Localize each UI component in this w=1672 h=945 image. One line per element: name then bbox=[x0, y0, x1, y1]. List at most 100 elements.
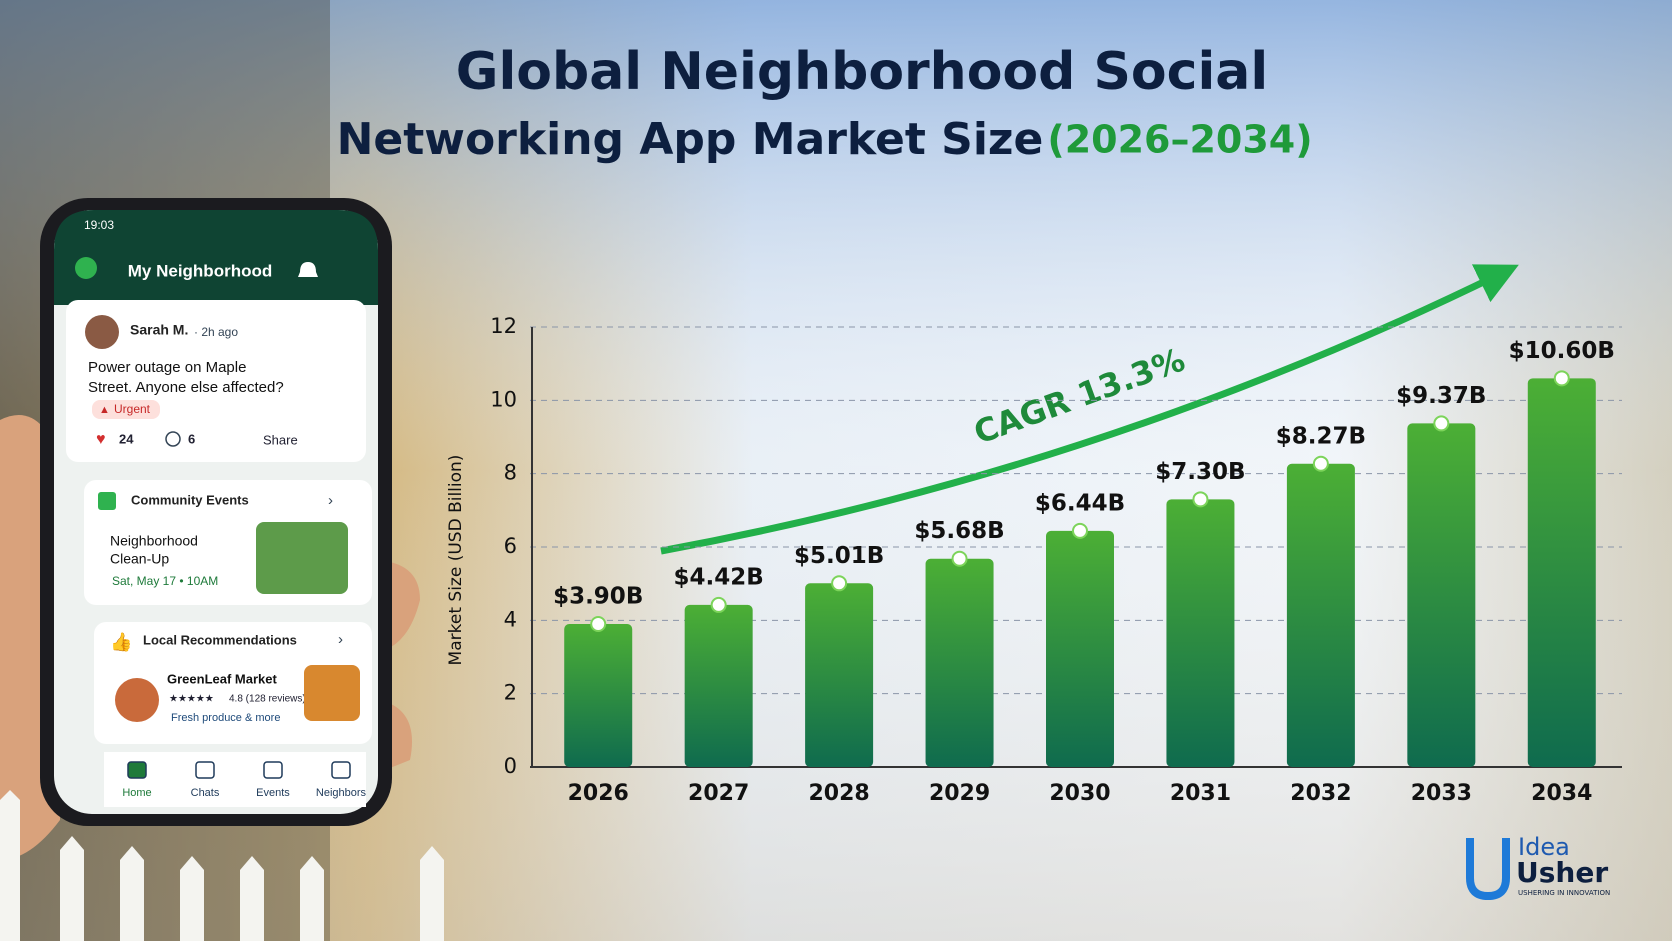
warning-icon: ▲ bbox=[99, 404, 110, 416]
bar bbox=[1286, 463, 1355, 767]
y-tick-label: 4 bbox=[504, 607, 517, 631]
phone-header bbox=[54, 210, 378, 305]
post-text: Power outage on Maple bbox=[88, 359, 246, 376]
nav-icon bbox=[331, 761, 351, 779]
x-tick-label: 2030 bbox=[1049, 781, 1110, 806]
bar bbox=[925, 558, 994, 767]
nav-icon bbox=[127, 761, 147, 779]
status-time: 19:03 bbox=[84, 218, 114, 232]
y-tick-label: 0 bbox=[504, 754, 517, 778]
thumb-icon: 👍 bbox=[110, 631, 132, 652]
value-label: $7.30B bbox=[1155, 459, 1245, 485]
logo-mark bbox=[1466, 838, 1510, 901]
y-tick-label: 6 bbox=[504, 534, 517, 558]
x-tick-label: 2029 bbox=[929, 781, 990, 806]
recs-card bbox=[94, 622, 372, 744]
recs-title[interactable]: Local Recommendations bbox=[143, 632, 297, 647]
y-axis-title: Market Size (USD Billion) bbox=[446, 455, 466, 666]
event-name: Neighborhood bbox=[110, 533, 198, 549]
value-label: $10.60B bbox=[1509, 338, 1615, 364]
nav-icon bbox=[195, 761, 215, 779]
bar bbox=[1527, 378, 1596, 767]
event-photo bbox=[256, 522, 348, 594]
post-author: Sarah M. bbox=[130, 322, 188, 338]
x-tick-label: 2032 bbox=[1290, 781, 1351, 806]
avatar bbox=[85, 315, 119, 349]
x-tick-label: 2026 bbox=[568, 781, 629, 806]
bar-dot bbox=[1312, 455, 1329, 472]
heart-icon: ♥ bbox=[96, 431, 106, 448]
y-tick-label: 2 bbox=[504, 681, 517, 705]
bar-dot bbox=[831, 575, 848, 592]
comments[interactable]: 6 bbox=[188, 431, 195, 446]
x-tick-label: 2028 bbox=[808, 781, 869, 806]
bar-dot bbox=[590, 616, 607, 632]
logo-text: Idea bbox=[1518, 833, 1570, 861]
title-period: (2026–2034) bbox=[1047, 118, 1312, 162]
nav-label[interactable]: Home bbox=[122, 787, 151, 799]
value-label: $3.90B bbox=[553, 584, 643, 610]
urgent-tag bbox=[92, 400, 160, 419]
bar bbox=[684, 604, 753, 767]
logo: Idea Usher USHERING IN INNOVATION bbox=[1466, 833, 1610, 901]
x-tick-label: 2034 bbox=[1531, 781, 1592, 806]
value-label: $5.01B bbox=[794, 543, 884, 569]
cagr-arrow bbox=[660, 264, 1519, 555]
bar-dot bbox=[710, 596, 727, 613]
logo-text: Usher bbox=[1516, 856, 1608, 889]
bar-dot bbox=[1072, 522, 1088, 539]
event-name: Clean-Up bbox=[110, 551, 169, 567]
rating: 4.8 (128 reviews) bbox=[229, 694, 306, 705]
value-label: $8.27B bbox=[1276, 423, 1366, 449]
x-tick-label: 2033 bbox=[1411, 781, 1472, 806]
share[interactable]: Share bbox=[263, 432, 298, 447]
bar bbox=[1166, 499, 1235, 767]
nav-label[interactable]: Neighbors bbox=[316, 787, 367, 799]
pin-icon bbox=[75, 257, 97, 279]
y-tick-label: 8 bbox=[504, 461, 517, 485]
y-tick-label: 10 bbox=[490, 387, 517, 411]
comment-icon bbox=[165, 431, 181, 447]
y-tick-label: 12 bbox=[490, 314, 517, 338]
market-desc: Fresh produce & more bbox=[171, 712, 280, 724]
phone-title: My Neighborhood bbox=[128, 261, 272, 280]
market-avatar bbox=[115, 678, 159, 722]
nav-bar bbox=[104, 752, 366, 807]
chevron: › bbox=[328, 492, 333, 509]
value-label: $6.44B bbox=[1035, 490, 1125, 516]
bar bbox=[1046, 530, 1114, 767]
title: Networking App Market Size bbox=[337, 114, 1044, 165]
bell-icon bbox=[298, 262, 318, 277]
market-name: GreenLeaf Market bbox=[167, 671, 277, 686]
urgent-text: Urgent bbox=[114, 402, 151, 416]
nav-label[interactable]: Events bbox=[256, 787, 290, 799]
post-card bbox=[66, 300, 366, 462]
value-label: $5.68B bbox=[914, 518, 1004, 544]
value-label: $9.37B bbox=[1396, 383, 1486, 409]
bar-dot bbox=[1553, 370, 1570, 387]
bar-dot bbox=[1433, 415, 1450, 432]
likes[interactable]: 24 bbox=[119, 431, 134, 446]
logo-tagline: USHERING IN INNOVATION bbox=[1518, 889, 1610, 897]
bar-dot bbox=[951, 550, 968, 567]
market-photo bbox=[304, 665, 360, 721]
bar bbox=[1407, 423, 1476, 767]
bar bbox=[805, 583, 874, 767]
x-tick-label: 2027 bbox=[688, 781, 749, 806]
nav-label[interactable]: Chats bbox=[191, 787, 220, 799]
post-text: Street. Anyone else affected? bbox=[88, 379, 284, 396]
x-tick-label: 2031 bbox=[1170, 781, 1231, 806]
bar bbox=[564, 624, 633, 767]
title: Global Neighborhood Social bbox=[456, 42, 1268, 102]
phone: 19:03 My Neighborhood Sarah M. · 2h ago … bbox=[40, 198, 392, 826]
stars: ★★★★★ bbox=[169, 694, 214, 705]
bar-dot bbox=[1192, 491, 1209, 508]
calendar-icon bbox=[98, 492, 116, 510]
events-title[interactable]: Community Events bbox=[131, 492, 249, 507]
post-time: · 2h ago bbox=[194, 325, 238, 339]
chevron: › bbox=[338, 631, 343, 648]
value-label: $4.42B bbox=[674, 564, 764, 590]
nav-icon bbox=[263, 761, 283, 779]
event-date: Sat, May 17 • 10AM bbox=[112, 574, 218, 588]
